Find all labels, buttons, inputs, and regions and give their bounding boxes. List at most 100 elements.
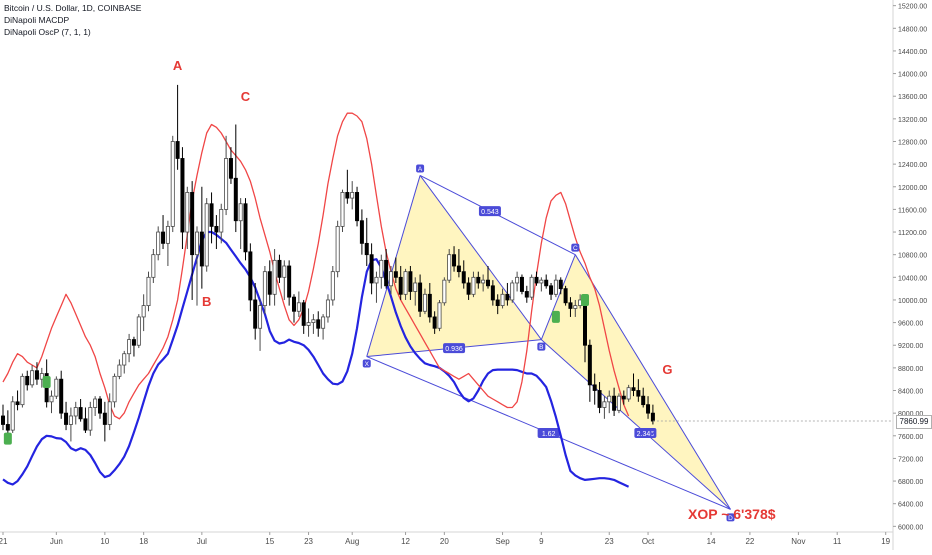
candle-body xyxy=(592,384,597,391)
candle-body xyxy=(388,271,393,287)
candle-body xyxy=(330,271,335,301)
candle-body xyxy=(519,276,524,292)
pattern-point-badge xyxy=(416,164,425,173)
candle xyxy=(466,277,471,300)
candle-body xyxy=(64,412,69,425)
candle xyxy=(408,266,413,300)
candle-body xyxy=(316,319,321,329)
candle xyxy=(418,274,423,317)
pattern-leg-cd xyxy=(574,254,731,510)
candle-body xyxy=(73,407,78,417)
candle-body xyxy=(190,192,195,256)
candle xyxy=(379,254,384,289)
candle xyxy=(49,390,54,414)
candle xyxy=(127,333,132,363)
candle xyxy=(59,370,64,419)
indicator-layer xyxy=(2,112,630,488)
candle xyxy=(558,277,563,295)
candle xyxy=(291,294,296,323)
candle-body xyxy=(529,276,534,298)
x-tick-label: Jun xyxy=(50,537,63,546)
candle xyxy=(54,376,59,399)
candle xyxy=(161,215,166,250)
candle-body xyxy=(583,299,588,346)
y-tick-label: 6800.00 xyxy=(898,479,923,486)
candle-body xyxy=(549,285,554,295)
candle-body xyxy=(267,271,272,295)
candle xyxy=(272,249,277,306)
candle xyxy=(175,84,180,170)
x-tick-label: 15 xyxy=(265,537,274,546)
y-tick-label: 15200.00 xyxy=(898,4,927,11)
candle-body xyxy=(112,375,117,403)
ratio-badge xyxy=(634,427,657,438)
candle-body xyxy=(384,259,389,287)
candle xyxy=(374,271,379,303)
candle xyxy=(413,277,418,306)
candle xyxy=(568,297,573,317)
ratio-label: 0.936 xyxy=(445,346,463,353)
y-tick-label: 7600.00 xyxy=(898,434,923,441)
x-tick-label: 14 xyxy=(707,537,716,546)
candle xyxy=(573,299,578,317)
candle-body xyxy=(262,271,267,307)
candle-body xyxy=(277,259,282,278)
pattern-point-badge xyxy=(537,342,546,351)
oscp-line xyxy=(2,112,630,420)
candle-body xyxy=(432,316,437,329)
candle xyxy=(330,266,335,306)
candle-body xyxy=(78,407,83,420)
candle-body xyxy=(398,276,403,295)
x-tick-label: 18 xyxy=(139,537,148,546)
x-tick-label: 22 xyxy=(745,537,754,546)
candle-body xyxy=(553,279,558,295)
candle-body xyxy=(544,279,549,287)
candle xyxy=(30,365,35,388)
x-tick-label: 10 xyxy=(100,537,109,546)
candle xyxy=(587,339,592,402)
candle xyxy=(515,271,520,292)
candle-body xyxy=(607,395,612,403)
candle-body xyxy=(165,225,170,244)
candle-body xyxy=(621,395,626,400)
candle-body xyxy=(476,276,481,284)
y-tick-label: 12400.00 xyxy=(898,162,927,169)
candle-body xyxy=(568,302,573,309)
labels-layer: X A B C D A B C R G xyxy=(3,58,893,522)
candle-body xyxy=(437,302,442,329)
candle xyxy=(190,181,195,300)
candle xyxy=(398,266,403,300)
candle-body xyxy=(199,231,204,267)
candle-body xyxy=(340,192,345,227)
pattern-point-badge xyxy=(726,513,735,522)
y-tick-label: 9200.00 xyxy=(898,343,923,350)
candle xyxy=(258,299,263,351)
candle-body xyxy=(253,299,258,329)
candle xyxy=(612,387,617,416)
candle xyxy=(447,249,452,283)
signal-marker xyxy=(551,310,560,323)
candle xyxy=(626,384,631,402)
y-tick-label: 11200.00 xyxy=(898,230,927,237)
candle-body xyxy=(379,259,384,278)
x-tick-label: 9 xyxy=(539,537,544,546)
candle-body xyxy=(427,293,432,318)
candle-body xyxy=(59,378,64,414)
candle-body xyxy=(558,279,563,290)
candle xyxy=(325,294,330,323)
candle xyxy=(553,274,558,298)
pattern-point-label: X xyxy=(365,361,370,368)
candle-body xyxy=(20,375,25,406)
candle-body xyxy=(185,192,190,233)
candle-body xyxy=(272,259,277,295)
candle-body xyxy=(102,412,107,425)
candle-body xyxy=(490,285,495,301)
candle-body xyxy=(500,293,505,307)
pattern-leg-bc xyxy=(540,254,576,340)
y-tick-label: 14400.00 xyxy=(898,49,927,56)
candle xyxy=(156,226,161,261)
candle xyxy=(296,291,301,317)
candle-body xyxy=(238,203,243,222)
